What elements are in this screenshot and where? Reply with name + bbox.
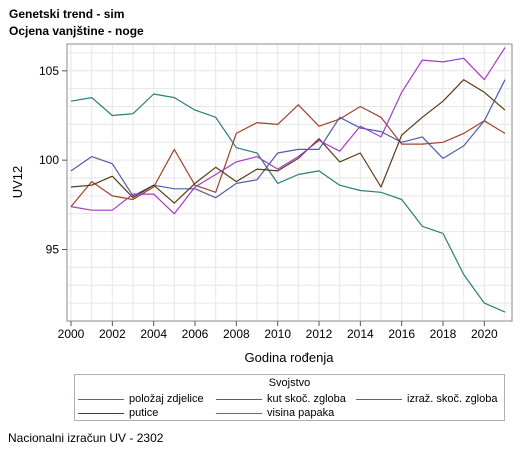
- grid-lines: [68, 45, 511, 320]
- legend-label: kut skoč. zgloba: [267, 393, 346, 405]
- x-tick-label: 2018: [430, 327, 457, 341]
- legend-swatch: [356, 398, 402, 400]
- series-line-izraz-skoc-zgloba: [70, 79, 506, 199]
- legend-item-visina-papaka: visina papaka: [216, 407, 334, 419]
- series-line-putice: [70, 79, 506, 204]
- y-axis-label: UV12: [10, 166, 25, 199]
- x-tick-label: 2014: [347, 327, 374, 341]
- legend-swatch: [78, 398, 124, 400]
- x-tick-label: 2002: [99, 327, 126, 341]
- legend-swatch: [216, 398, 262, 400]
- x-tick-label: 2012: [306, 327, 333, 341]
- y-tick-label: 105: [39, 64, 59, 78]
- x-axis-ticks: 2000 2002 2004 2006 2008 2010 2012 2014 2016 2018…: [58, 321, 498, 341]
- legend-item-izraz-skoc-zgloba: izraž. skoč. zgloba: [356, 393, 497, 405]
- y-tick-label: 95: [46, 243, 60, 257]
- series-line-visina-papaka: [70, 47, 506, 215]
- legend: Svojstvo položaj zdjelice kut skoč. zglo…: [74, 374, 505, 421]
- plot-area-frame: [66, 43, 513, 322]
- legend-label: putice: [129, 407, 159, 419]
- legend-label: visina papaka: [267, 407, 335, 419]
- y-tick-label: 100: [39, 153, 59, 167]
- legend-label: izraž. skoč. zgloba: [407, 393, 498, 405]
- chart-subtitle: Ocjena vanjštine - noge: [9, 24, 144, 38]
- x-tick-label: 2010: [264, 327, 291, 341]
- x-tick-label: 2006: [182, 327, 209, 341]
- legend-item-putice: putice: [78, 407, 158, 419]
- x-tick-label: 2008: [223, 327, 250, 341]
- x-tick-label: 2000: [58, 327, 85, 341]
- series-line-polozaj-zdjelice: [70, 93, 506, 313]
- y-axis-ticks: 95 100 105: [39, 64, 67, 257]
- legend-item-polozaj-zdjelice: položaj zdjelice: [78, 393, 204, 405]
- series-line-kut-skoc-zgloba: [70, 104, 506, 207]
- x-axis-label: Godina rođenja: [245, 350, 335, 365]
- x-tick-label: 2016: [388, 327, 415, 341]
- x-tick-label: 2004: [140, 327, 167, 341]
- footnote: Nacionalni izračun UV - 2302: [8, 431, 164, 445]
- legend-swatch: [78, 412, 124, 414]
- legend-label: položaj zdjelice: [129, 393, 204, 405]
- series-lines: [70, 47, 506, 313]
- legend-item-kut-skoc-zgloba: kut skoč. zgloba: [216, 393, 346, 405]
- x-tick-label: 2020: [471, 327, 498, 341]
- legend-swatch: [216, 412, 262, 414]
- chart-title: Genetski trend - sim: [9, 7, 125, 21]
- legend-title: Svojstvo: [268, 377, 311, 389]
